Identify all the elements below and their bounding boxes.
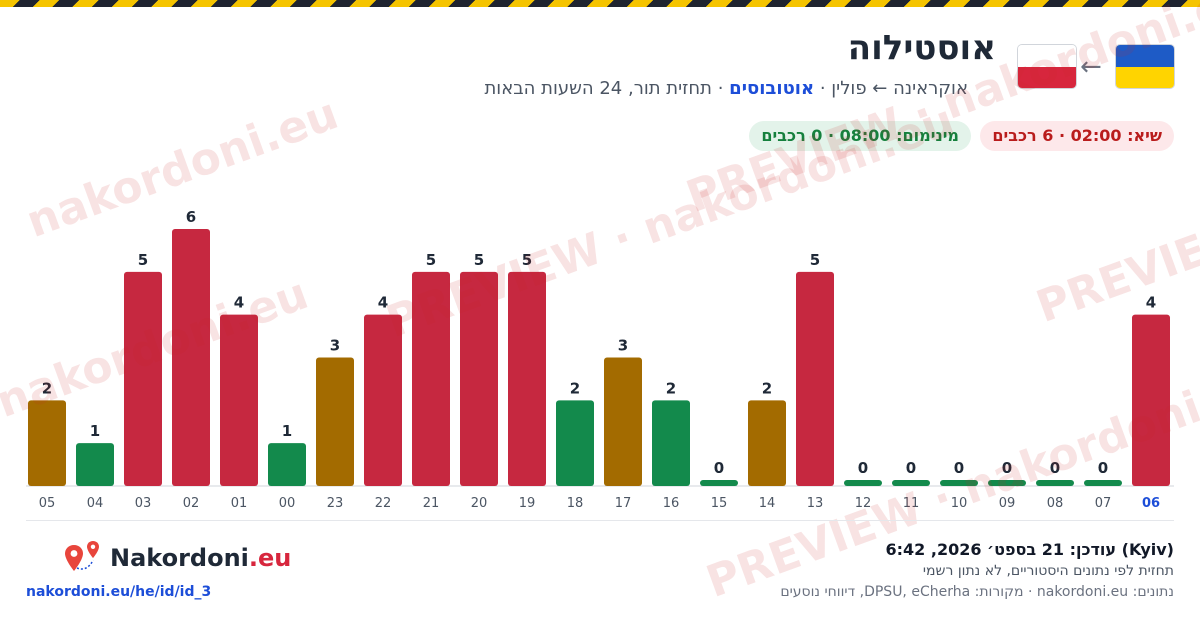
bar-14 xyxy=(748,400,786,486)
bar-value-label: 0 xyxy=(954,459,964,477)
bar-12 xyxy=(844,480,882,486)
bar-21 xyxy=(412,271,450,486)
updated-timestamp: עודכן: 21 בספט׳ 2026, 6:42 (Kyiv) xyxy=(885,540,1174,559)
bar-17 xyxy=(604,357,642,486)
bar-value-label: 5 xyxy=(474,251,484,269)
x-tick-label: 06 xyxy=(1142,496,1160,511)
data-sources: נתונים: nakordoni.eu · מקורות: DPSU, eCh… xyxy=(780,584,1174,600)
x-tick-label: 16 xyxy=(663,496,680,511)
bar-16 xyxy=(652,400,690,486)
x-tick-label: 05 xyxy=(39,496,56,511)
logo-text: Nakordoni.eu xyxy=(110,544,291,572)
bar-value-label: 6 xyxy=(186,208,196,226)
bar-value-label: 0 xyxy=(858,459,868,477)
bar-value-label: 2 xyxy=(762,379,772,397)
x-tick-label: 21 xyxy=(423,496,440,511)
bar-value-label: 5 xyxy=(522,251,532,269)
separator: · xyxy=(712,78,730,99)
footer-divider xyxy=(26,520,1174,521)
x-tick-label: 22 xyxy=(375,496,392,511)
bar-02 xyxy=(172,229,210,486)
bar-23 xyxy=(316,357,354,486)
x-tick-label: 10 xyxy=(951,496,968,511)
bar-value-label: 0 xyxy=(714,459,724,477)
bar-value-label: 5 xyxy=(426,251,436,269)
bar-value-label: 2 xyxy=(570,379,580,397)
page-subtitle: אוקראינה ← פולין · אוטובוסים · תחזית תור… xyxy=(484,78,968,99)
bar-22 xyxy=(364,314,402,486)
bar-value-label: 0 xyxy=(906,459,916,477)
bar-13 xyxy=(796,271,834,486)
brand-logo[interactable]: Nakordoni.eu xyxy=(64,541,291,575)
x-tick-label: 02 xyxy=(183,496,200,511)
bar-05 xyxy=(28,400,66,486)
logo-tld: .eu xyxy=(248,544,292,572)
minimum-badge: מינימום: 08:00 · 0 רכבים xyxy=(749,121,971,151)
forecast-description: תחזית תור, 24 השעות הבאות xyxy=(484,78,712,99)
transport-mode: אוטובוסים xyxy=(729,78,815,99)
bar-value-label: 5 xyxy=(138,251,148,269)
x-tick-label: 04 xyxy=(87,496,104,511)
logo-name: Nakordoni xyxy=(110,544,249,572)
x-tick-label: 01 xyxy=(231,496,248,511)
x-tick-label: 13 xyxy=(807,496,824,511)
page-title: אוסטילוה xyxy=(847,28,996,68)
bar-20 xyxy=(460,271,498,486)
x-tick-label: 19 xyxy=(519,496,536,511)
x-tick-label: 11 xyxy=(903,496,920,511)
bar-value-label: 3 xyxy=(330,337,340,355)
x-tick-label: 15 xyxy=(711,496,728,511)
bar-value-label: 4 xyxy=(378,294,388,312)
map-pin-icon xyxy=(65,541,99,571)
x-tick-label: 03 xyxy=(135,496,152,511)
poland-flag-icon xyxy=(1018,45,1076,88)
route-text: אוקראינה ← פולין xyxy=(831,78,968,99)
bar-06 xyxy=(1132,314,1170,486)
top-hazard-stripes xyxy=(0,0,1200,7)
bar-09 xyxy=(988,480,1026,486)
bar-01 xyxy=(220,314,258,486)
bar-11 xyxy=(892,480,930,486)
bar-value-label: 5 xyxy=(810,251,820,269)
bar-value-label: 0 xyxy=(1050,459,1060,477)
bar-value-label: 3 xyxy=(618,337,628,355)
x-tick-label: 17 xyxy=(615,496,632,511)
bar-10 xyxy=(940,480,978,486)
bar-03 xyxy=(124,271,162,486)
disclaimer-note: תחזית לפי נתונים היסטוריים, לא נתון רשמי xyxy=(922,563,1174,579)
page-url-link[interactable]: nakordoni.eu/he/id/id_3 xyxy=(26,584,212,600)
x-tick-label: 14 xyxy=(759,496,776,511)
direction-arrow-icon: ← xyxy=(1080,52,1102,82)
bar-value-label: 2 xyxy=(42,379,52,397)
bar-15 xyxy=(700,480,738,486)
bars-group: 2051045036024011003234225215205192183172… xyxy=(28,208,1170,511)
bar-00 xyxy=(268,443,306,486)
separator: · xyxy=(814,78,832,99)
bar-19 xyxy=(508,271,546,486)
bar-value-label: 1 xyxy=(282,422,292,440)
bar-value-label: 0 xyxy=(1002,459,1012,477)
x-tick-label: 23 xyxy=(327,496,344,511)
bar-value-label: 4 xyxy=(234,294,244,312)
x-tick-label: 18 xyxy=(567,496,584,511)
x-tick-label: 00 xyxy=(279,496,296,511)
bar-04 xyxy=(76,443,114,486)
bar-08 xyxy=(1036,480,1074,486)
bar-value-label: 0 xyxy=(1098,459,1108,477)
ukraine-flag-icon xyxy=(1116,45,1174,88)
x-tick-label: 12 xyxy=(855,496,872,511)
x-tick-label: 07 xyxy=(1095,496,1112,511)
queue-forecast-chart: 2051045036024011003234225215205192183172… xyxy=(26,208,1174,511)
bar-07 xyxy=(1084,480,1122,486)
bar-18 xyxy=(556,400,594,486)
bar-value-label: 1 xyxy=(90,422,100,440)
x-tick-label: 08 xyxy=(1047,496,1064,511)
bar-value-label: 2 xyxy=(666,379,676,397)
x-tick-label: 20 xyxy=(471,496,488,511)
peak-badge: שיא: 02:00 · 6 רכבים xyxy=(980,121,1174,151)
x-tick-label: 09 xyxy=(999,496,1016,511)
bar-value-label: 4 xyxy=(1146,294,1156,312)
